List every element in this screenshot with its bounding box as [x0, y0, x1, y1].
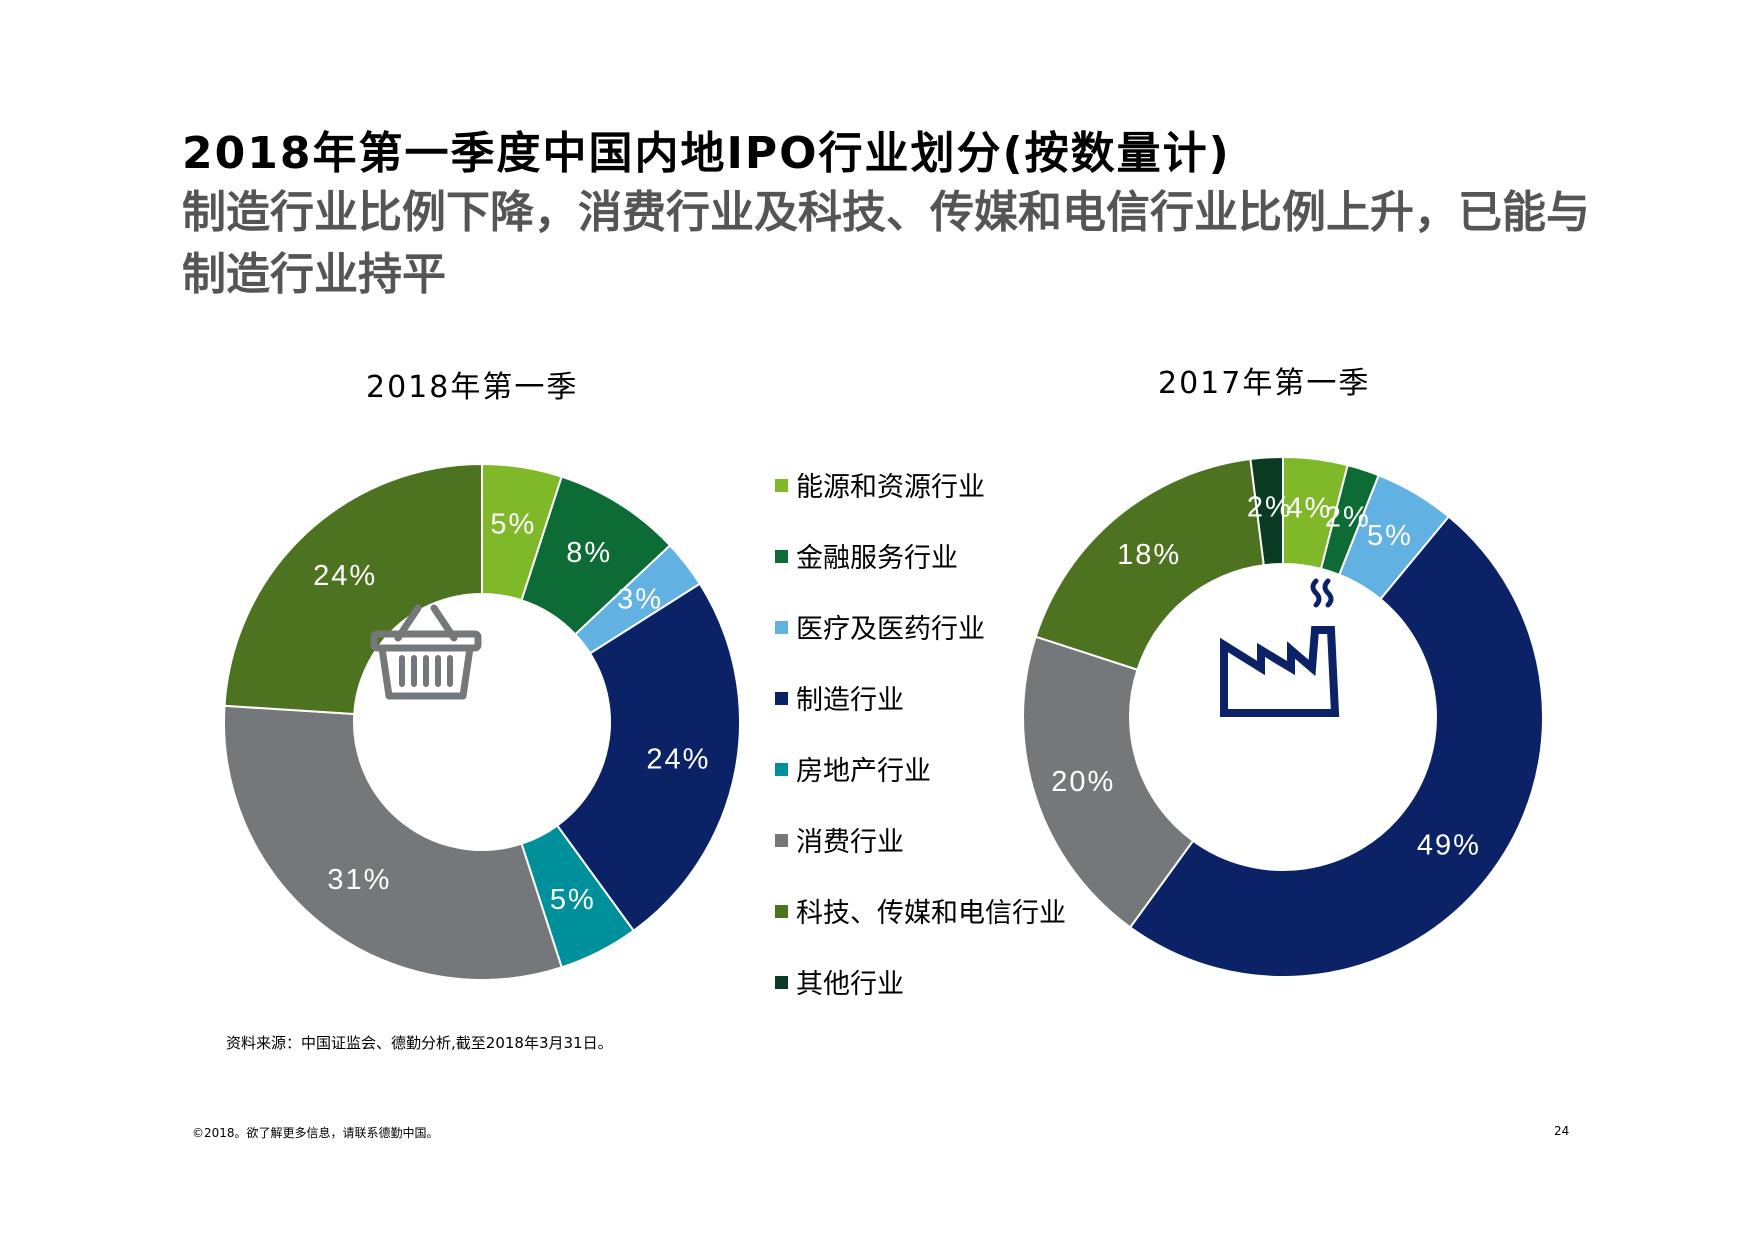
legend-label: 消费行业 [796, 827, 904, 858]
pie-slice-label: 18% [1117, 539, 1181, 571]
pie-slice-label: 20% [1051, 766, 1115, 798]
factory-icon [1220, 578, 1340, 717]
pie-slice-label: 8% [566, 537, 612, 569]
legend-swatch [775, 905, 788, 918]
pie-slice-label: 5% [550, 884, 596, 916]
legend-label: 金融服务行业 [796, 543, 958, 574]
pie-slice [1034, 457, 1265, 671]
pie-slice [555, 582, 741, 933]
page-number: 24 [1554, 1124, 1570, 1138]
pie-slice-label: 4% [1286, 493, 1332, 525]
legend-swatch [775, 621, 788, 634]
legend-item: 医疗及医药行业 [775, 607, 1066, 678]
legend-swatch [775, 550, 788, 563]
legend-label: 医疗及医药行业 [796, 614, 985, 645]
page-title: 2018年第一季度中国内地IPO行业划分(按数量计) [182, 128, 1231, 179]
legend-label: 能源和资源行业 [796, 472, 985, 503]
legend-label: 科技、传媒和电信行业 [796, 898, 1066, 929]
footer-text: ©2018。欲了解更多信息，请联系德勤中国。 [192, 1126, 439, 1140]
legend-item: 金融服务行业 [775, 536, 1066, 607]
legend-swatch [775, 976, 788, 989]
legend-swatch [775, 479, 788, 492]
chart-title-2017: 2017年第一季 [1158, 366, 1371, 401]
legend-swatch [775, 834, 788, 847]
legend-item: 科技、传媒和电信行业 [775, 891, 1066, 962]
legend-item: 房地产行业 [775, 749, 1066, 820]
pie-slice-label: 24% [313, 560, 377, 592]
pie-slice-label: 2% [1325, 501, 1371, 533]
pie-slice-label: 31% [327, 864, 391, 896]
legend-item: 其他行业 [775, 962, 1066, 1033]
page-subtitle: 制造行业比例下降，消费行业及科技、传媒和电信行业比例上升，已能与制造行业持平 [182, 187, 1590, 300]
pie-slice-label: 24% [646, 743, 710, 775]
pie-slice [1022, 635, 1195, 929]
shopping-basket-icon [370, 604, 482, 700]
legend: 能源和资源行业 金融服务行业 医疗及医药行业 制造行业房地产行业消费行业科技、传媒和电… [775, 465, 1066, 1033]
pie-slice-label: 2% [1247, 491, 1293, 523]
source-note: 资料来源：中国证监会、德勤分析,截至2018年3月31日。 [226, 1034, 613, 1052]
pie-slice-label: 3% [617, 583, 663, 615]
pie-slice [1128, 515, 1544, 978]
pie-slice-label: 5% [1367, 520, 1413, 552]
legend-label: 房地产行业 [796, 756, 931, 787]
legend-swatch [775, 692, 788, 705]
chart-title-2018: 2018年第一季 [366, 370, 579, 405]
legend-item: 消费行业 [775, 820, 1066, 891]
legend-swatch [775, 763, 788, 776]
legend-item: 能源和资源行业 [775, 465, 1066, 536]
legend-item: 制造行业 [775, 678, 1066, 749]
legend-label: 制造行业 [796, 685, 904, 716]
pie-slice-label: 49% [1417, 830, 1481, 862]
pie-slice-label: 5% [490, 508, 536, 540]
legend-label: 其他行业 [796, 969, 904, 1000]
pie-slice [223, 704, 563, 981]
pie-slice [1249, 455, 1284, 567]
